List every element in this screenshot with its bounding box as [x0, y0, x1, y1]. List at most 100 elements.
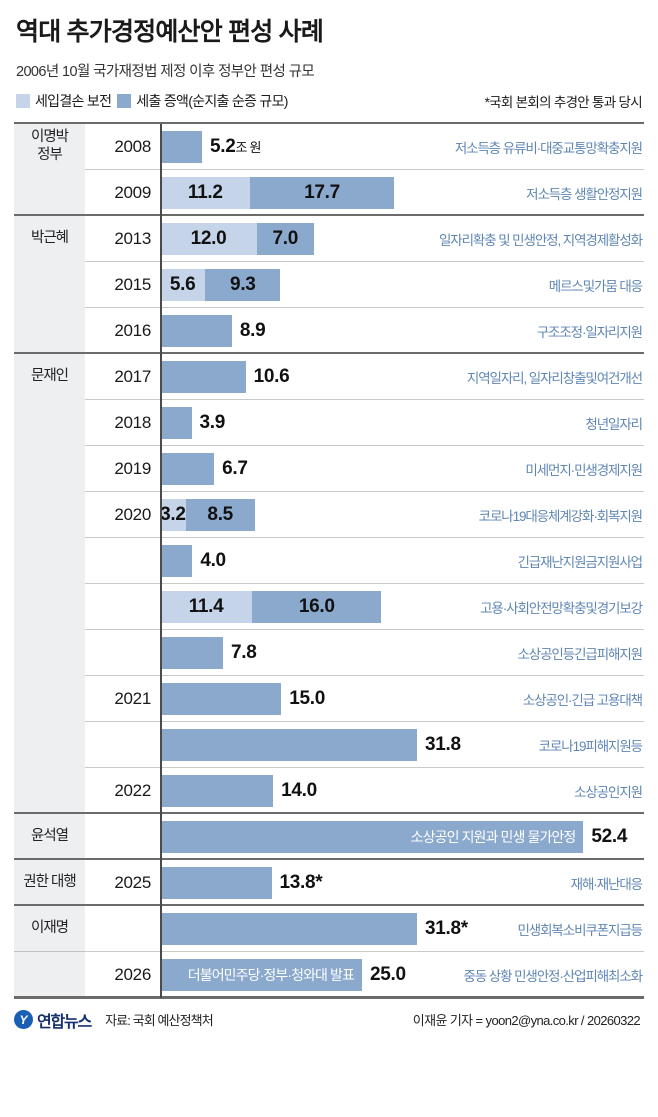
bar-group[interactable]: 11.4 16.0: [160, 590, 382, 623]
year-label: 2026: [114, 964, 151, 984]
bar-segment-spending[interactable]: 16.0: [252, 590, 382, 623]
bar-group[interactable]: [160, 314, 232, 347]
legend: 세입결손 보전 세출 증액(순지출 순증 규모): [16, 91, 288, 111]
table-row[interactable]: 2015 5.6 9.3 메르스및가뭄 대응: [14, 261, 644, 308]
table-row[interactable]: 권한 대행 2025 13.8* 재해·재난대응: [14, 859, 644, 906]
bar-cell: 13.8* 재해·재난대응: [160, 860, 644, 906]
table-row[interactable]: 2022 14.0 소상공인지원: [14, 767, 644, 814]
bar-segment-spending[interactable]: [160, 130, 203, 163]
table-row[interactable]: 2021 15.0 소상공인·긴급 고용대책: [14, 675, 644, 722]
bar-segment-revenue-loss[interactable]: 5.6: [160, 268, 206, 301]
description-label: 긴급재난지원금지원사업: [517, 554, 643, 570]
year-label: 2025: [114, 872, 151, 892]
government-cell: [14, 583, 85, 630]
bar-cell: 더불어민주당·정부·청와대 발표 25.0 중동 상황 민생안정·산업피해최소화: [160, 952, 644, 998]
bar-segment-spending[interactable]: [160, 452, 215, 485]
bar-segment-revenue-loss[interactable]: 3.2: [160, 498, 186, 531]
table-row[interactable]: 31.8 코로나19피해지원등: [14, 721, 644, 768]
bar-group[interactable]: [160, 360, 246, 393]
year-cell: 2019: [85, 446, 160, 492]
table-row[interactable]: 박근혜 2013 12.0 7.0 일자리확충 및 민생안정, 지역경제활성화: [14, 215, 644, 262]
bar-group[interactable]: [160, 682, 282, 715]
bar-segment-revenue-loss[interactable]: 11.2: [160, 176, 251, 209]
bar-group[interactable]: [160, 130, 203, 163]
government-label: 권한 대행: [23, 874, 76, 891]
bar-group[interactable]: 12.0 7.0: [160, 222, 314, 255]
table-row[interactable]: 이명박 정부 2008 5.2조 원 저소득층 유류비·대중교통망확충지원: [14, 123, 644, 170]
government-cell: [14, 629, 85, 676]
table-row[interactable]: 2009 11.2 17.7 저소득층 생활안정지원: [14, 169, 644, 216]
bar-segment-spending[interactable]: [160, 314, 232, 347]
bar-group[interactable]: [160, 452, 215, 485]
legend-swatch-light: [16, 93, 30, 108]
bar-cell: 5.6 9.3 메르스및가뭄 대응: [160, 262, 644, 308]
table-row[interactable]: 윤석열 소상공인 지원과 민생 물가안정 52.4: [14, 813, 644, 860]
government-cell: [14, 537, 85, 584]
table-row[interactable]: 2020 3.2 8.5 코로나19대응체계강화·회복지원: [14, 491, 644, 538]
description-cell: 메르스및가뭄 대응: [549, 262, 644, 308]
table-row[interactable]: 2018 3.9 청년일자리: [14, 399, 644, 446]
bar-group[interactable]: [160, 406, 192, 439]
bar-group[interactable]: [160, 544, 193, 577]
byline: 이재윤 기자 = yoon2@yna.co.kr / 20260322: [412, 1013, 641, 1029]
table-row[interactable]: 4.0 긴급재난지원금지원사업: [14, 537, 644, 584]
year-cell: [85, 538, 160, 584]
description-cell: 민생회복소비쿠폰지급등: [517, 906, 644, 952]
table-row[interactable]: 7.8 소상공인등긴급피해지원: [14, 629, 644, 676]
bar-segment-spending[interactable]: 소상공인 지원과 민생 물가안정: [160, 820, 584, 853]
bar-segment-spending[interactable]: [160, 544, 193, 577]
bar-segment-spending[interactable]: 17.7: [250, 176, 394, 209]
government-cell: [14, 169, 85, 216]
table-row[interactable]: 11.4 16.0 고용·사회안전망확충및경기보강: [14, 583, 644, 630]
bar-cell: 15.0 소상공인·긴급 고용대책: [160, 676, 644, 722]
bar-segment-spending[interactable]: [160, 682, 282, 715]
bar-group[interactable]: 5.6 9.3: [160, 268, 281, 301]
bar-segment-spending[interactable]: 9.3: [205, 268, 281, 301]
description-cell: 소상공인등긴급피해지원: [517, 630, 644, 676]
description-label: 중동 상황 민생안정·산업피해최소화: [463, 968, 644, 984]
bar-segment-spending[interactable]: [160, 912, 417, 945]
bar-segment-revenue-loss[interactable]: 11.4: [160, 590, 253, 623]
table-row[interactable]: 이재명 31.8* 민생회복소비쿠폰지급등: [14, 905, 644, 952]
description-cell: 청년일자리: [585, 400, 644, 446]
bar-segment-spending[interactable]: [160, 774, 274, 807]
government-label: 박근혜: [30, 230, 69, 247]
bar-group[interactable]: [160, 774, 274, 807]
bar-group[interactable]: 11.2 17.7: [160, 176, 394, 209]
bar-segment-spending[interactable]: 더불어민주당·정부·청와대 발표: [160, 958, 362, 991]
bar-group[interactable]: [160, 728, 417, 761]
bar-total-value: 3.9: [199, 411, 226, 433]
legend-label-spending: 세출 증액(순지출 순증 규모): [136, 92, 288, 109]
bar-segment-spending[interactable]: 8.5: [185, 498, 255, 531]
bar-segment-spending[interactable]: [160, 406, 192, 439]
table-row[interactable]: 2026 더불어민주당·정부·청와대 발표 25.0 중동 상황 민생안정·산업피해최…: [14, 951, 644, 998]
year-cell: 2016: [85, 308, 160, 354]
bar-group[interactable]: 더불어민주당·정부·청와대 발표: [160, 958, 362, 991]
bar-segment-spending[interactable]: [160, 728, 417, 761]
bar-group[interactable]: [160, 912, 417, 945]
table-row[interactable]: 문재인 2017 10.6 지역일자리, 일자리창출및여건개선: [14, 353, 644, 400]
government-cell: 이재명: [14, 905, 85, 952]
table-row[interactable]: 2019 6.7 미세먼지·민생경제지원: [14, 445, 644, 492]
description-label: 고용·사회안전망확충및경기보강: [480, 600, 643, 616]
bar-segment-value: 12.0: [190, 227, 227, 249]
bar-group[interactable]: [160, 636, 224, 669]
bar-group[interactable]: [160, 866, 272, 899]
bar-segment-spending[interactable]: [160, 866, 272, 899]
bar-group[interactable]: 소상공인 지원과 민생 물가안정: [160, 820, 584, 853]
bar-total-value: 31.8*: [424, 917, 468, 939]
bar-segment-revenue-loss[interactable]: 12.0: [160, 222, 257, 255]
bar-cell: 5.2조 원 저소득층 유류비·대중교통망확충지원: [160, 124, 644, 170]
description-cell: 재해·재난대응: [571, 860, 644, 906]
bar-cell: 6.7 미세먼지·민생경제지원: [160, 446, 644, 492]
bar-segment-spending[interactable]: [160, 636, 224, 669]
description-label: 민생회복소비쿠폰지급등: [517, 922, 643, 938]
year-cell: 2009: [85, 170, 160, 216]
bar-segment-spending[interactable]: 7.0: [256, 222, 314, 255]
bar-segment-spending[interactable]: [160, 360, 246, 393]
table-row[interactable]: 2016 8.9 구조조정·일자리지원: [14, 307, 644, 354]
bar-group[interactable]: 3.2 8.5: [160, 498, 255, 531]
legend-item-revenue-loss: 세입결손 보전: [16, 91, 112, 111]
description-label: 저소득층 생활안정지원: [526, 186, 643, 202]
year-cell: [85, 722, 160, 768]
